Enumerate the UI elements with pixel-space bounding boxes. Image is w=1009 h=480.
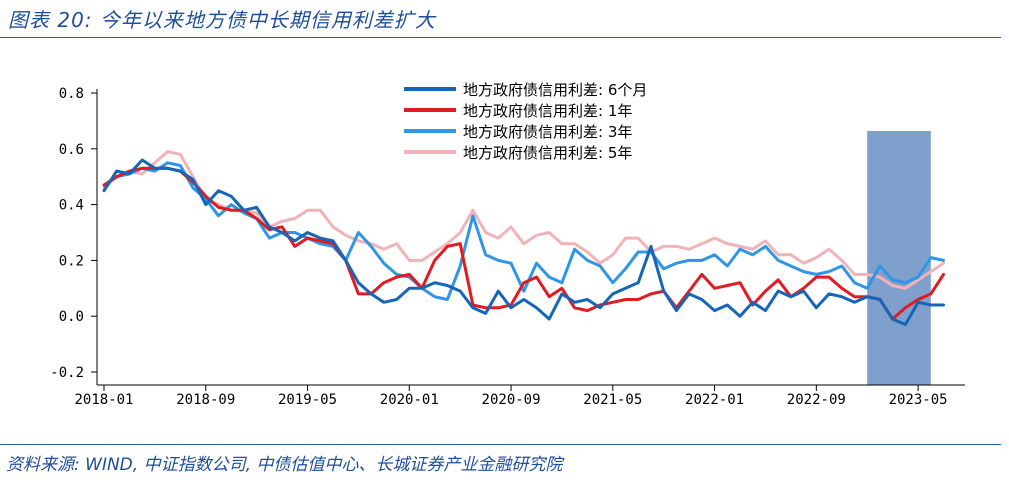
legend-label-0: 地方政府债信用利差: 6个月 (463, 81, 647, 99)
highlight-shaded-region (867, 131, 931, 385)
footer-divider (0, 444, 1001, 445)
title-divider (0, 37, 1001, 38)
x-tick-label: 2022-09 (787, 392, 846, 408)
series-line-3 (102, 150, 945, 290)
y-tick-label: 0.6 (59, 142, 84, 158)
legend-label-2: 地方政府债信用利差: 3年 (463, 123, 632, 141)
y-tick-label: 0.2 (59, 253, 84, 269)
axes-layer: 0.8 0.6 0.4 0.2 0.0 -0.2 2018-01 2018-09 2019-05… (50, 86, 965, 408)
y-tick-label: -0.2 (50, 365, 84, 381)
y-tick-label: 0.8 (59, 86, 84, 102)
x-tick-label: 2018-01 (74, 392, 133, 408)
series-line-0 (102, 158, 945, 327)
x-tick-label: 2019-05 (278, 392, 337, 408)
x-tick-label: 2023-05 (889, 392, 948, 408)
line-chart: 0.8 0.6 0.4 0.2 0.0 -0.2 2018-01 2018-09 2019-05… (50, 81, 965, 408)
x-tick-label: 2018-09 (176, 392, 235, 408)
x-tick-label: 2020-01 (380, 392, 439, 408)
series-layer (102, 150, 945, 327)
x-tick-label: 2020-09 (482, 392, 541, 408)
source-note: 资料来源: WIND, 中证指数公司, 中债估值中心、长城证券产业金融研究院 (6, 455, 563, 475)
shaded-region-layer (867, 131, 931, 385)
y-tick-label: 0.4 (59, 198, 84, 214)
x-tick-label: 2022-01 (685, 392, 744, 408)
y-tick-label: 0.0 (59, 309, 84, 325)
figure-title: 图表 20: 今年以来地方债中长期信用利差扩大 (8, 8, 436, 32)
legend-label-1: 地方政府债信用利差: 1年 (463, 102, 632, 120)
legend-label-3: 地方政府债信用利差: 5年 (463, 144, 632, 162)
series-line-2 (102, 161, 945, 301)
x-tick-label: 2021-05 (583, 392, 642, 408)
